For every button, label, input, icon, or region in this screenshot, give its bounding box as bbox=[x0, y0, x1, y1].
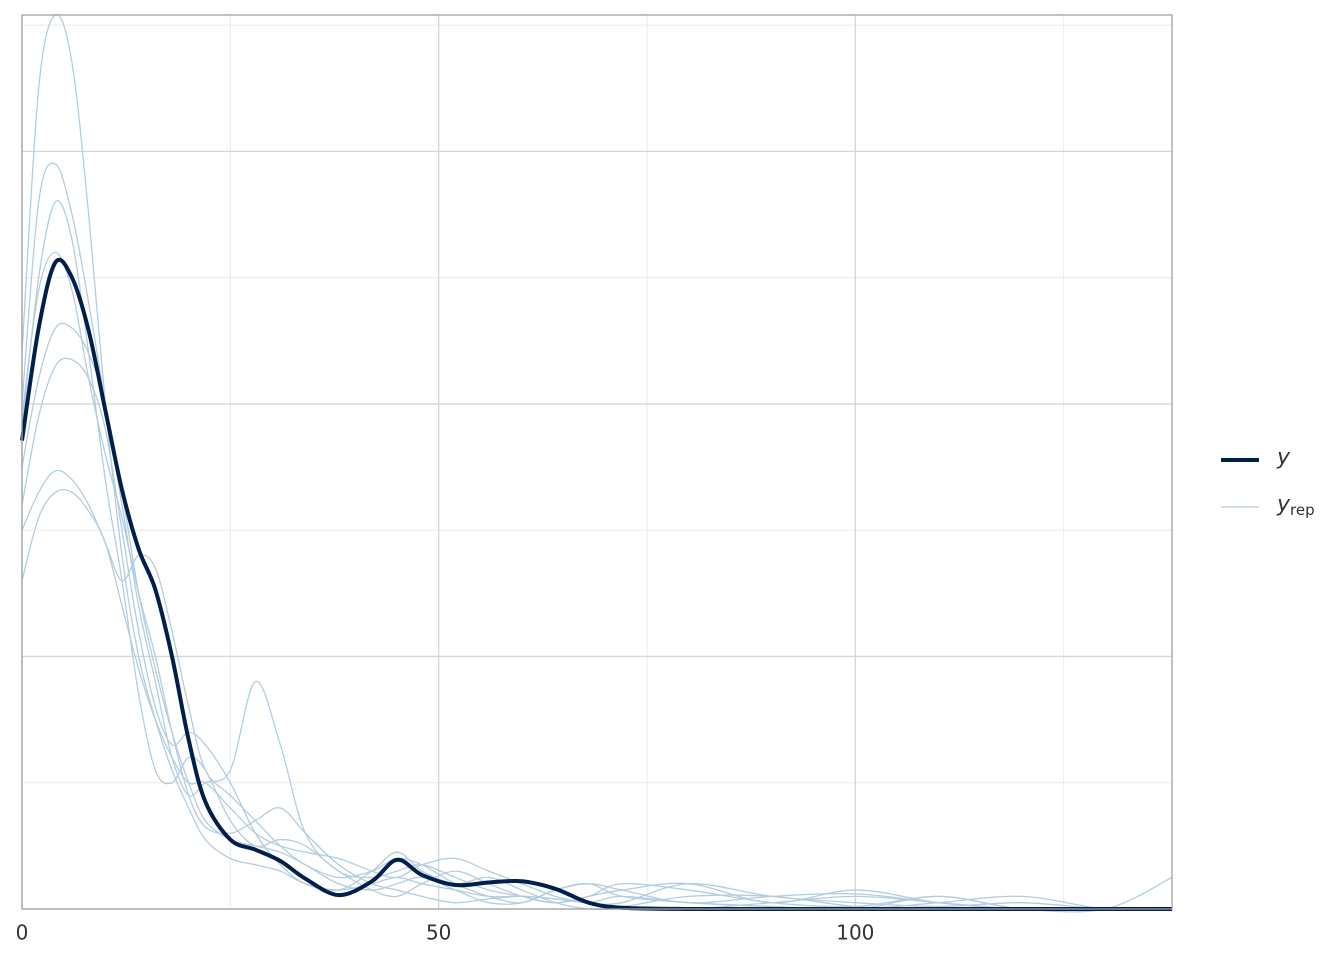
panel-border bbox=[21, 14, 1173, 910]
replicate-line bbox=[21, 13, 1173, 913]
replicate-line bbox=[21, 251, 1172, 910]
legend-label-main: y bbox=[1276, 492, 1291, 517]
legend-label-main: y bbox=[1276, 445, 1291, 470]
legend-label-subscript: rep bbox=[1290, 501, 1315, 519]
replicate-line bbox=[21, 488, 1173, 911]
replicate-line bbox=[21, 357, 1172, 911]
x-tick-label: 0 bbox=[16, 921, 29, 945]
x-tick-label: 50 bbox=[426, 921, 451, 945]
replicate-line bbox=[21, 200, 1172, 911]
replicate-line bbox=[21, 469, 1172, 911]
legend-label: yrep bbox=[1276, 492, 1315, 519]
x-tick-label: 100 bbox=[836, 921, 874, 945]
legend-label: y bbox=[1276, 445, 1291, 470]
